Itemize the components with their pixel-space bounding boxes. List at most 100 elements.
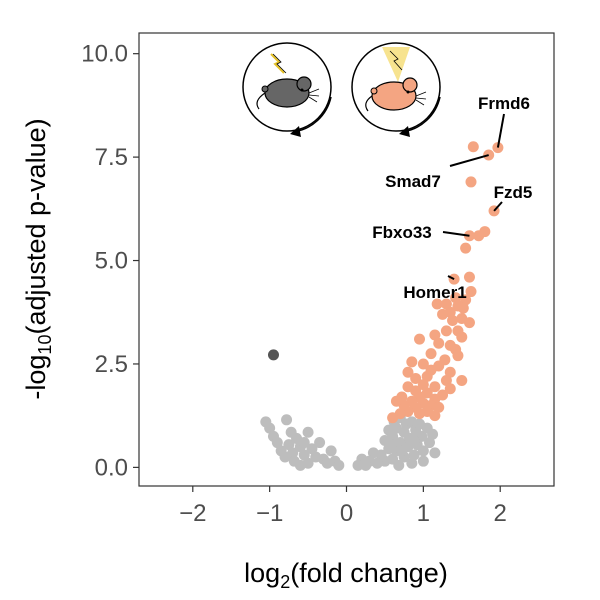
point-not-significant	[406, 457, 418, 469]
point-significant-up	[417, 358, 429, 370]
point-not-significant	[264, 422, 276, 434]
point-significant-up	[463, 271, 475, 283]
point-not-significant	[302, 426, 314, 438]
point-significant-up	[414, 333, 426, 345]
x-tick-label: −1	[256, 500, 283, 527]
point-significant-up	[417, 379, 429, 391]
leader-line	[442, 231, 470, 237]
point-not-significant	[424, 437, 435, 449]
point-not-significant	[287, 447, 299, 459]
x-axis: −2 −1 0 1 2	[179, 486, 507, 527]
point-significant-up	[460, 242, 472, 254]
y-tick-label: 5.0	[95, 248, 128, 275]
point-significant-up	[402, 366, 414, 378]
point-not-significant	[294, 459, 306, 471]
point-significant-up	[429, 381, 441, 393]
x-tick-label: 2	[494, 500, 507, 527]
point-significant-up	[444, 366, 456, 378]
x-axis-title: log2(fold change)	[244, 558, 448, 592]
point-significant-up	[473, 230, 485, 242]
point-significant-up	[429, 329, 441, 341]
x-axis-title-rest: (fold change)	[290, 558, 448, 588]
point-significant-up	[421, 370, 433, 382]
point-not-significant	[325, 445, 337, 457]
point-not-significant	[387, 430, 399, 442]
gene-labels: Frmd6 Smad7 Fzd5 Fbxo33 Homer1	[372, 94, 532, 302]
point-significant-up	[456, 375, 468, 387]
point-not-significant	[393, 459, 405, 471]
y-tick-label: 7.5	[95, 144, 128, 171]
point-significant-up	[450, 292, 462, 304]
point-significant-down	[267, 349, 279, 361]
point-significant-up	[467, 141, 479, 153]
point-significant-up	[440, 375, 452, 387]
point-significant-up	[452, 350, 464, 362]
point-significant-up	[463, 317, 475, 329]
gene-label: Frmd6	[478, 94, 530, 113]
point-not-significant	[333, 459, 345, 471]
y-axis-title-rest: (adjusted p-value)	[21, 118, 51, 334]
point-significant-up	[456, 331, 468, 343]
x-tick-label: 0	[340, 500, 353, 527]
point-not-significant	[427, 428, 439, 440]
point-not-significant	[271, 437, 283, 449]
plot-background	[139, 33, 554, 486]
point-significant-up	[437, 308, 449, 320]
point-not-significant	[408, 434, 420, 446]
point-not-significant	[298, 449, 310, 461]
point-not-significant	[283, 439, 295, 451]
x-axis-title-subscript: 2	[280, 572, 290, 592]
y-axis: 0.0 2.5 5.0 7.5 10.0	[81, 41, 139, 481]
x-axis-title-base: log	[244, 558, 280, 588]
point-not-significant	[429, 447, 441, 459]
x-tick-label: −2	[179, 500, 206, 527]
point-significant-up	[433, 401, 445, 413]
point-significant-up	[465, 176, 477, 188]
point-significant-up	[406, 356, 418, 368]
x-tick-label: 1	[417, 500, 430, 527]
leader-line	[496, 113, 505, 148]
point-significant-up	[465, 286, 477, 298]
leader-line	[447, 275, 455, 281]
y-axis-title-subscript: 10	[35, 335, 55, 355]
point-not-significant	[352, 459, 364, 471]
y-axis-title-prefix: -log	[21, 355, 51, 400]
point-not-significant	[306, 443, 318, 455]
point-significant-up	[390, 395, 402, 407]
stressed-mouse-icon	[242, 42, 332, 137]
point-significant-up	[447, 315, 459, 327]
point-significant-up	[460, 294, 472, 306]
point-significant-up	[414, 408, 426, 420]
point-not-significant	[417, 445, 429, 457]
point-not-significant	[298, 437, 310, 449]
leader-line	[449, 154, 489, 167]
y-tick-label: 2.5	[95, 351, 128, 378]
point-significant-up	[429, 410, 441, 422]
point-not-significant	[408, 449, 420, 461]
y-tick-label: 0.0	[95, 454, 128, 481]
point-significant-up	[433, 337, 445, 349]
leader-line	[493, 201, 503, 212]
point-significant-up	[387, 412, 399, 424]
point-not-significant	[385, 439, 397, 451]
point-not-significant	[396, 445, 408, 457]
point-not-significant	[314, 437, 326, 449]
point-significant-up	[440, 298, 452, 310]
point-significant-up	[457, 302, 469, 314]
point-significant-up	[440, 325, 452, 337]
y-axis-title: -log10(adjusted p-value)	[21, 118, 55, 399]
relaxed-mouse-icon	[351, 42, 441, 137]
point-significant-up	[431, 298, 443, 310]
point-not-significant	[367, 447, 379, 459]
point-not-significant	[281, 414, 293, 426]
point-significant-up	[444, 383, 456, 395]
gene-label: Fzd5	[494, 183, 533, 202]
y-tick-label: 10.0	[81, 41, 128, 68]
label-leaders	[442, 113, 505, 281]
gene-label: Fbxo33	[372, 223, 432, 242]
gene-label: Homer1	[403, 283, 466, 302]
points-layer	[260, 141, 504, 471]
point-significant-up	[425, 348, 437, 360]
gene-label: Smad7	[385, 172, 441, 191]
